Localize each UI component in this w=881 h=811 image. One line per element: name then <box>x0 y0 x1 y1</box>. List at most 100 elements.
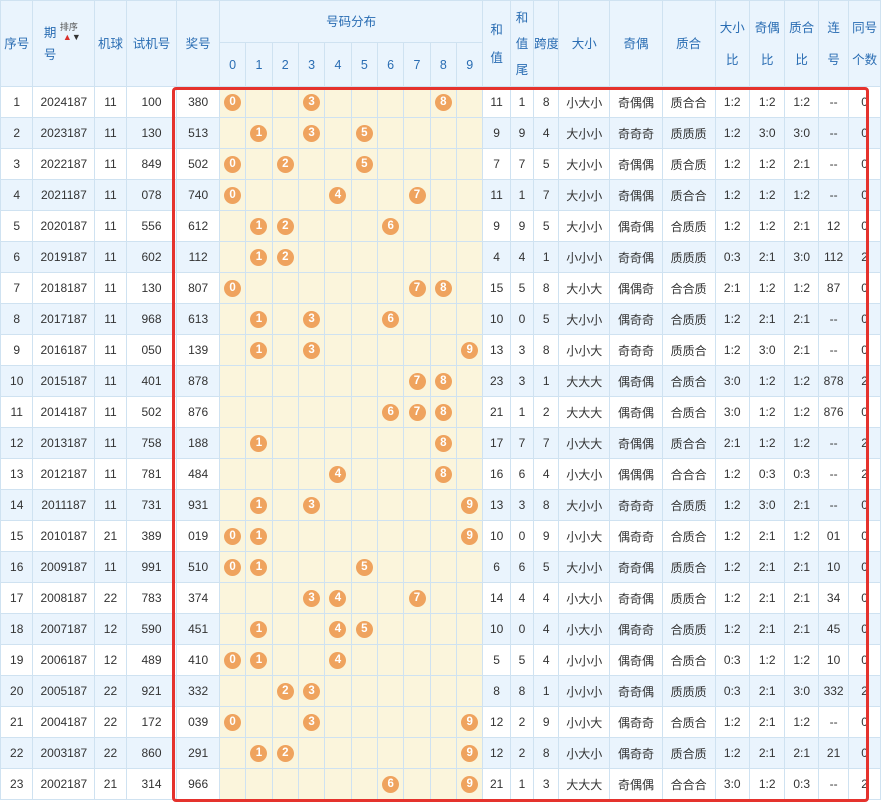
distribution-cell-0 <box>218 117 247 149</box>
distribution-cell-3 <box>297 148 326 180</box>
table-row: 16 2009187 11 991 510 0 1 5 6 6 5 大小小 奇奇偶 质质合 1:2 2:1 2:… <box>0 551 881 583</box>
prize-cell: 807 <box>176 272 220 304</box>
distribution-cell-2 <box>271 117 299 149</box>
prime-composite-ratio-cell: 2:1 <box>784 303 819 335</box>
distribution-cell-5 <box>350 644 378 676</box>
prime-composite-cell: 合质合 <box>661 706 716 738</box>
same-count-cell: 2 <box>848 768 881 800</box>
table-row: 12 2013187 11 758 188 1 8 17 7 7 小大大 奇偶偶 质合合 2:1 1:2 1:… <box>0 427 881 459</box>
trial-cell: 968 <box>125 303 178 335</box>
consecutive-cell: -- <box>817 458 850 490</box>
same-count-cell: 0 <box>848 644 881 676</box>
same-count-cell: 0 <box>848 520 881 552</box>
distribution-cell-9 <box>456 148 484 180</box>
span-cell: 5 <box>533 303 560 335</box>
number-ball: 5 <box>355 155 373 173</box>
same-count-cell: 0 <box>848 613 881 645</box>
number-ball: 1 <box>250 527 268 545</box>
prime-composite-cell: 质质合 <box>661 582 716 614</box>
period-cell: 2011187 <box>32 489 96 521</box>
prize-cell: 484 <box>176 458 220 490</box>
header-oe-ratio-top: 奇偶 <box>754 20 780 35</box>
distribution-cell-6: 6 <box>376 303 405 335</box>
table-row: 17 2008187 22 783 374 3 4 7 14 4 4 小大小 奇奇偶 质质合 1:2 2:1 2… <box>0 582 881 614</box>
distribution-cell-7: 7 <box>403 365 431 397</box>
number-ball: 4 <box>329 620 347 638</box>
number-ball: 4 <box>329 465 347 483</box>
distribution-cell-3 <box>297 365 326 397</box>
machine-cell: 21 <box>94 520 127 552</box>
distribution-cell-8: 8 <box>429 365 458 397</box>
period-cell: 2024187 <box>32 86 96 118</box>
consecutive-cell: 876 <box>817 396 850 428</box>
machine-cell: 11 <box>94 427 127 459</box>
big-small-cell: 小小大 <box>558 706 611 738</box>
prime-composite-cell: 合质质 <box>661 303 716 335</box>
prize-cell: 332 <box>176 675 220 707</box>
header-consecutive: 连 号 <box>817 0 850 87</box>
number-ball: 8 <box>434 93 452 111</box>
prime-composite-ratio-cell: 2:1 <box>784 148 819 180</box>
table-row: 2 2023187 11 130 513 1 3 5 9 9 4 大小小 奇奇奇 质质质 1:2 3:0 3:0… <box>0 117 881 149</box>
sum-tail-cell: 4 <box>509 582 535 614</box>
distribution-cell-1: 1 <box>245 737 273 769</box>
sort-up-arrow-icon[interactable]: ▲ <box>62 31 72 42</box>
sort-down-arrow-icon[interactable]: ▼ <box>71 31 81 42</box>
distribution-cell-5 <box>350 520 378 552</box>
distribution-cell-8 <box>429 520 458 552</box>
distribution-cell-1: 1 <box>245 427 273 459</box>
distribution-cell-7 <box>403 210 431 242</box>
number-ball: 8 <box>434 279 452 297</box>
odd-even-cell: 偶偶奇 <box>609 272 663 304</box>
distribution-cell-6: 6 <box>376 396 405 428</box>
distribution-cell-5 <box>350 582 378 614</box>
number-ball: 0 <box>224 651 242 669</box>
header-same-count: 同号 个数 <box>848 0 881 87</box>
distribution-cell-3 <box>297 179 326 211</box>
number-ball: 2 <box>276 217 294 235</box>
distribution-cell-0: 0 <box>218 272 247 304</box>
big-small-cell: 小小小 <box>558 241 611 273</box>
consecutive-cell: 10 <box>817 551 850 583</box>
sum-cell: 23 <box>482 365 511 397</box>
span-cell: 4 <box>533 613 560 645</box>
distribution-cell-2 <box>271 179 299 211</box>
header-period[interactable]: 期 号 排序 ▲ ▼ <box>32 0 96 87</box>
distribution-cell-4 <box>324 334 352 366</box>
distribution-cell-5 <box>350 365 378 397</box>
prize-cell: 931 <box>176 489 220 521</box>
sum-tail-cell: 3 <box>509 365 535 397</box>
number-ball: 3 <box>303 93 321 111</box>
table-row: 23 2002187 21 314 966 6 9 21 1 3 大大大 奇偶偶 合合合 3:0 1:2 0:… <box>0 768 881 800</box>
odd-even-ratio-cell: 1:2 <box>748 210 786 242</box>
period-cell: 2014187 <box>32 396 96 428</box>
distribution-cell-2 <box>271 427 299 459</box>
odd-even-ratio-cell: 2:1 <box>748 675 786 707</box>
distribution-cell-1 <box>245 396 273 428</box>
sum-cell: 21 <box>482 396 511 428</box>
same-count-cell: 0 <box>848 489 881 521</box>
seq-cell: 6 <box>0 241 34 273</box>
span-cell: 1 <box>533 675 560 707</box>
same-count-cell: 2 <box>848 365 881 397</box>
machine-cell: 11 <box>94 365 127 397</box>
distribution-cell-9 <box>456 675 484 707</box>
distribution-cell-4 <box>324 737 352 769</box>
sum-tail-cell: 1 <box>509 86 535 118</box>
period-cell: 2009187 <box>32 551 96 583</box>
period-cell: 2003187 <box>32 737 96 769</box>
distribution-cell-8 <box>429 489 458 521</box>
number-ball: 2 <box>276 682 294 700</box>
seq-cell: 8 <box>0 303 34 335</box>
trial-cell: 389 <box>125 520 178 552</box>
machine-cell: 11 <box>94 396 127 428</box>
prime-composite-ratio-cell: 0:3 <box>784 768 819 800</box>
consecutive-cell: -- <box>817 148 850 180</box>
table-row: 3 2022187 11 849 502 0 2 5 7 7 5 大小小 奇偶偶 质合质 1:2 1:2 2:1… <box>0 148 881 180</box>
distribution-cell-9 <box>456 303 484 335</box>
sum-tail-cell: 3 <box>509 489 535 521</box>
sort-control[interactable]: 排序 ▲ ▼ <box>60 22 84 50</box>
big-small-ratio-cell: 1:2 <box>714 210 750 242</box>
big-small-ratio-cell: 1:2 <box>714 117 750 149</box>
odd-even-ratio-cell: 2:1 <box>748 582 786 614</box>
